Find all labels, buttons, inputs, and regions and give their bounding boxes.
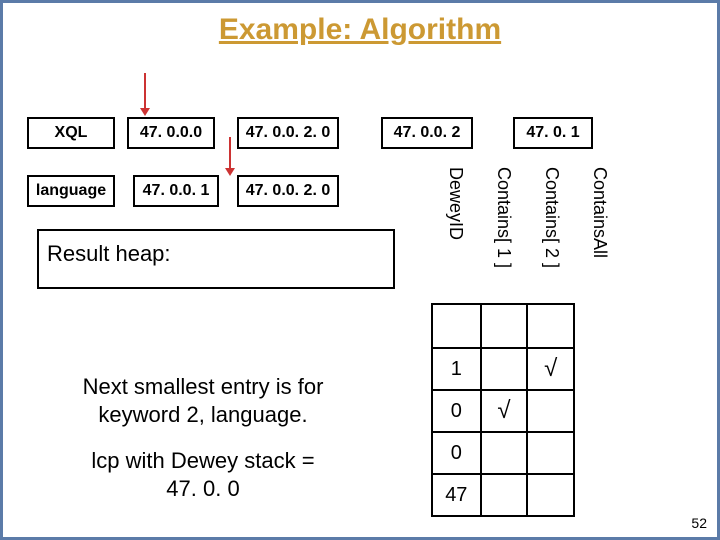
table-cell bbox=[480, 433, 527, 473]
box-label: 47. 0.0. 1 bbox=[143, 182, 210, 200]
table-cell: 1 bbox=[433, 349, 480, 389]
table-cell: 47 bbox=[433, 475, 480, 515]
table-cell: 0 bbox=[433, 433, 480, 473]
table-row: 0 bbox=[433, 431, 573, 473]
table-row: 1√ bbox=[433, 347, 573, 389]
col-header-contains1: Contains[ 1 ] bbox=[493, 167, 514, 268]
table-cell bbox=[480, 305, 527, 347]
box-dewey: 47. 0.0. 2. 0 bbox=[237, 117, 339, 149]
table-row: 0√ bbox=[433, 389, 573, 431]
table-cell: √ bbox=[480, 391, 527, 431]
box-label: 47. 0.0. 2 bbox=[394, 124, 461, 142]
table-cell: √ bbox=[526, 349, 573, 389]
box-dewey: 47. 0.0. 2. 0 bbox=[237, 175, 339, 207]
result-heap-label: Result heap: bbox=[47, 241, 171, 267]
table-cell bbox=[526, 391, 573, 431]
box-label: 47. 0.0. 2. 0 bbox=[246, 124, 331, 142]
arrow-down-icon bbox=[229, 137, 231, 169]
table-cell bbox=[480, 349, 527, 389]
table-cell bbox=[480, 475, 527, 515]
box-language: language bbox=[27, 175, 115, 207]
table-cell bbox=[433, 305, 480, 347]
caption-line: Next smallest entry is for bbox=[83, 374, 324, 399]
box-label: XQL bbox=[55, 124, 88, 142]
table-cell: 0 bbox=[433, 391, 480, 431]
box-dewey: 47. 0. 1 bbox=[513, 117, 593, 149]
table-cell bbox=[526, 305, 573, 347]
col-header-deweyid: DeweyID bbox=[445, 167, 466, 240]
box-xql: XQL bbox=[27, 117, 115, 149]
caption-line: lcp with Dewey stack = bbox=[91, 448, 314, 473]
table-row: 47 bbox=[433, 473, 573, 515]
box-label: 47. 0.0. 2. 0 bbox=[246, 182, 331, 200]
slide-title: Example: Algorithm bbox=[219, 13, 501, 47]
caption-line: keyword 2, language. bbox=[98, 402, 307, 427]
box-label: language bbox=[36, 182, 106, 200]
box-label: 47. 0.0.0 bbox=[140, 124, 202, 142]
table-cell bbox=[526, 433, 573, 473]
caption-next-smallest: Next smallest entry is for keyword 2, la… bbox=[33, 373, 373, 428]
box-dewey: 47. 0.0. 2 bbox=[381, 117, 473, 149]
table-row bbox=[433, 305, 573, 347]
box-label: 47. 0. 1 bbox=[526, 124, 579, 142]
box-dewey: 47. 0.0. 1 bbox=[133, 175, 219, 207]
table-cell bbox=[526, 475, 573, 515]
arrow-down-icon bbox=[144, 73, 146, 109]
col-header-contains2: Contains[ 2 ] bbox=[541, 167, 562, 268]
box-dewey: 47. 0.0.0 bbox=[127, 117, 215, 149]
check-icon: √ bbox=[544, 355, 557, 383]
caption-lcp: lcp with Dewey stack = 47. 0. 0 bbox=[53, 447, 353, 502]
caption-line: 47. 0. 0 bbox=[166, 476, 239, 501]
check-icon: √ bbox=[497, 397, 510, 425]
stack-table: 1√0√047 bbox=[431, 303, 575, 517]
slide-number: 52 bbox=[691, 515, 707, 531]
col-header-containsall: ContainsAll bbox=[589, 167, 610, 258]
